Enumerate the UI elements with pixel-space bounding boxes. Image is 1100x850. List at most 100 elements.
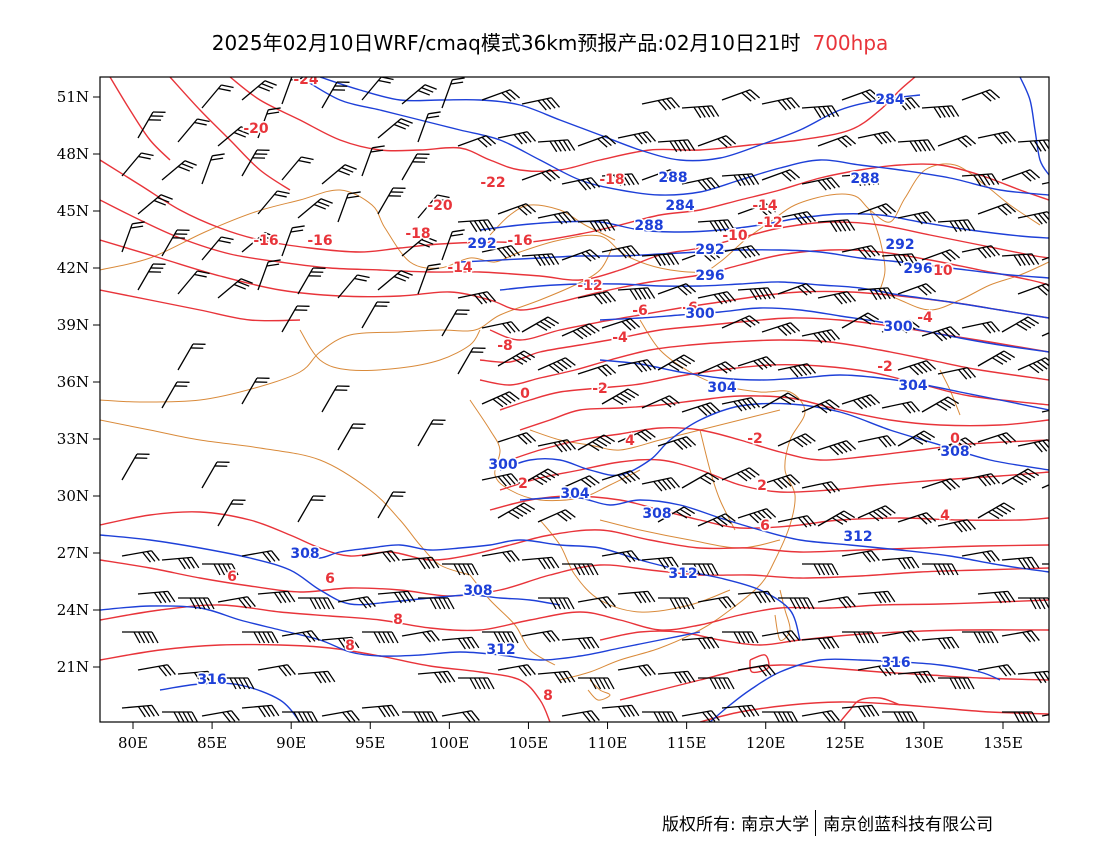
boundary-line — [489, 204, 616, 241]
wind-barb — [297, 495, 326, 523]
wind-barb — [121, 152, 154, 177]
wind-barb — [642, 711, 679, 722]
wind-barb — [601, 388, 640, 406]
wind-barb — [737, 590, 776, 604]
wind-barb — [361, 704, 400, 718]
boundary-line — [879, 261, 1049, 311]
wind-barb — [257, 259, 281, 291]
wind-barb — [337, 191, 361, 223]
wind-barb — [617, 590, 656, 604]
wind-barb — [122, 631, 159, 644]
wind-barb — [857, 203, 897, 216]
temperature-label: 0 — [950, 431, 960, 447]
wind-barb — [537, 139, 576, 153]
wind-barb — [417, 111, 441, 143]
wind-barb — [161, 381, 190, 409]
wind-barb — [857, 435, 896, 448]
wind-barb — [721, 315, 760, 329]
wind-barb — [681, 177, 720, 191]
isotherm-line — [100, 559, 1049, 597]
wind-barb — [617, 429, 656, 443]
boundary-line — [559, 319, 806, 681]
temperature-label: -20 — [427, 198, 453, 214]
wind-barb — [481, 89, 521, 102]
temperature-label: 8 — [393, 612, 403, 628]
wind-barb — [961, 89, 1001, 102]
wind-barb — [1017, 211, 1049, 225]
map-title: 2025年02月10日WRF/cmaq模式36km预报产品:02月10日21时 7… — [0, 27, 1100, 56]
wind-barb — [721, 704, 760, 718]
isotherm-line — [519, 395, 1049, 431]
wind-barb — [337, 596, 376, 609]
wind-barb — [857, 664, 896, 677]
height-contour — [299, 539, 801, 641]
height-label: 300 — [883, 319, 912, 335]
lat-tick-label: 42N — [57, 259, 89, 277]
wind-barb — [521, 556, 560, 570]
wind-barb — [561, 323, 600, 340]
wind-barb — [377, 491, 406, 519]
wind-barb — [841, 550, 880, 563]
wind-barb — [177, 118, 210, 143]
wind-barb — [481, 391, 520, 408]
wind-barb — [617, 664, 656, 677]
wind-barb — [497, 432, 537, 445]
wind-barb — [417, 419, 446, 447]
wind-barb — [977, 350, 1016, 367]
wind-barb — [658, 597, 695, 610]
wind-barb — [201, 461, 230, 489]
wind-barb — [977, 203, 1017, 216]
wind-barb — [562, 563, 599, 576]
wind-barb — [521, 253, 560, 267]
wind-barb — [458, 677, 495, 690]
wind-barb — [321, 164, 357, 185]
wind-barb — [561, 710, 600, 722]
wind-barb — [257, 190, 290, 215]
wind-barb — [937, 219, 976, 233]
wind-barb — [682, 563, 719, 576]
wind-barb — [337, 423, 366, 451]
wind-barb — [697, 596, 736, 609]
wind-barb — [1017, 139, 1049, 153]
lon-tick-label: 90E — [276, 734, 306, 752]
wind-barb — [482, 631, 519, 644]
wind-barb — [1018, 597, 1049, 610]
wind-barb — [721, 89, 761, 102]
wind-barb — [121, 453, 150, 481]
wind-barb — [1001, 316, 1040, 333]
wind-barb — [921, 249, 961, 262]
wind-barb — [641, 97, 680, 111]
wind-barb — [537, 211, 576, 225]
height-contour — [100, 605, 701, 661]
height-contour — [319, 77, 921, 162]
wind-barb — [721, 467, 760, 482]
lat-tick-label: 33N — [57, 430, 89, 448]
wind-barb — [657, 506, 696, 523]
isotherm-line — [100, 599, 1049, 632]
latitude-axis: 51N 48N 45N 42N 39N 36N 33N 30N 27N 24N 21N — [57, 88, 100, 676]
wind-barb — [217, 499, 246, 527]
wind-barb — [977, 590, 1016, 604]
wind-barb — [857, 505, 896, 522]
wind-barb — [897, 360, 937, 376]
wind-barb — [537, 670, 576, 684]
wind-barb — [377, 270, 413, 291]
wind-barb — [841, 312, 880, 329]
height-label: 304 — [898, 378, 927, 394]
wind-barb — [737, 287, 776, 301]
lon-tick-label: 115E — [667, 734, 707, 752]
height-contour — [1019, 77, 1049, 176]
height-contour — [519, 496, 1049, 573]
lon-tick-label: 120E — [746, 734, 786, 752]
isotherm-line — [109, 77, 171, 161]
wind-barb — [1042, 563, 1049, 565]
wind-barb — [241, 550, 280, 563]
temperature-label: 0 — [520, 386, 530, 402]
height-label: 312 — [486, 642, 515, 658]
isotherm-line — [479, 339, 1049, 386]
lon-tick-label: 130E — [904, 734, 944, 752]
isotherm-line — [509, 427, 1049, 461]
wind-barb — [281, 156, 314, 181]
lat-tick-label: 21N — [57, 658, 89, 676]
wind-barb — [441, 309, 470, 337]
